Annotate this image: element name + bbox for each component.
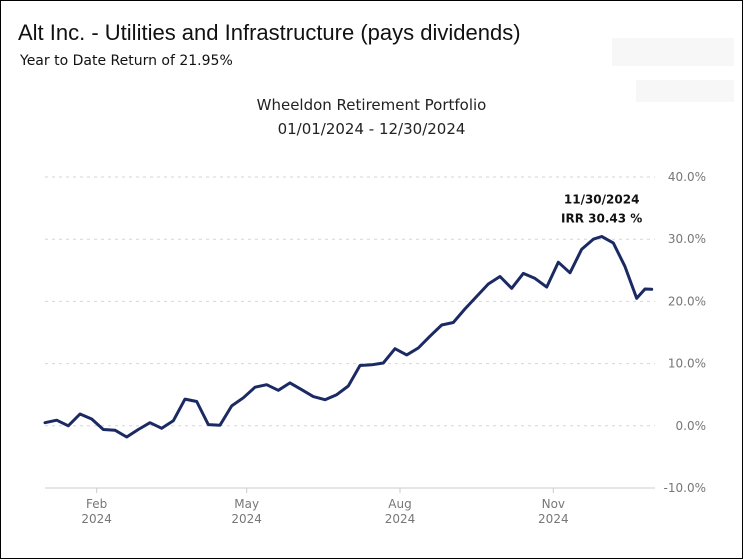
y-tick-label: 30.0%: [668, 232, 706, 246]
y-tick-label: 10.0%: [668, 357, 706, 371]
x-tick-month: Nov: [542, 497, 565, 511]
x-tick-month: May: [234, 497, 259, 511]
x-tick-year: 2024: [385, 512, 416, 526]
faded-panel: [636, 80, 734, 102]
annotation-irr: IRR 30.43 %: [561, 212, 642, 226]
x-tick-year: 2024: [81, 512, 112, 526]
annotation-date: 11/30/2024: [564, 193, 640, 207]
ytd-return-text: Year to Date Return of 21.95%: [20, 53, 233, 69]
faded-panel: [612, 38, 734, 66]
y-tick-label: 20.0%: [668, 294, 706, 308]
series-line: [43, 235, 654, 439]
y-tick-label: -10.0%: [664, 481, 706, 495]
x-tick-month: Aug: [388, 497, 411, 511]
y-tick-label: 0.0%: [676, 419, 707, 433]
x-tick-year: 2024: [231, 512, 262, 526]
y-axis-ticks: 40.0% 30.0% 20.0% 10.0% 0.0% -10.0%: [664, 170, 706, 495]
x-tick-month: Feb: [86, 497, 107, 511]
x-tick-year: 2024: [538, 512, 569, 526]
y-tick-label: 40.0%: [668, 170, 706, 184]
chart-title: Wheeldon Retirement Portfolio: [256, 96, 487, 114]
page-title: Alt Inc. - Utilities and Infrastructure …: [18, 20, 521, 45]
chart-date-range: 01/01/2024 - 12/30/2024: [277, 120, 466, 138]
